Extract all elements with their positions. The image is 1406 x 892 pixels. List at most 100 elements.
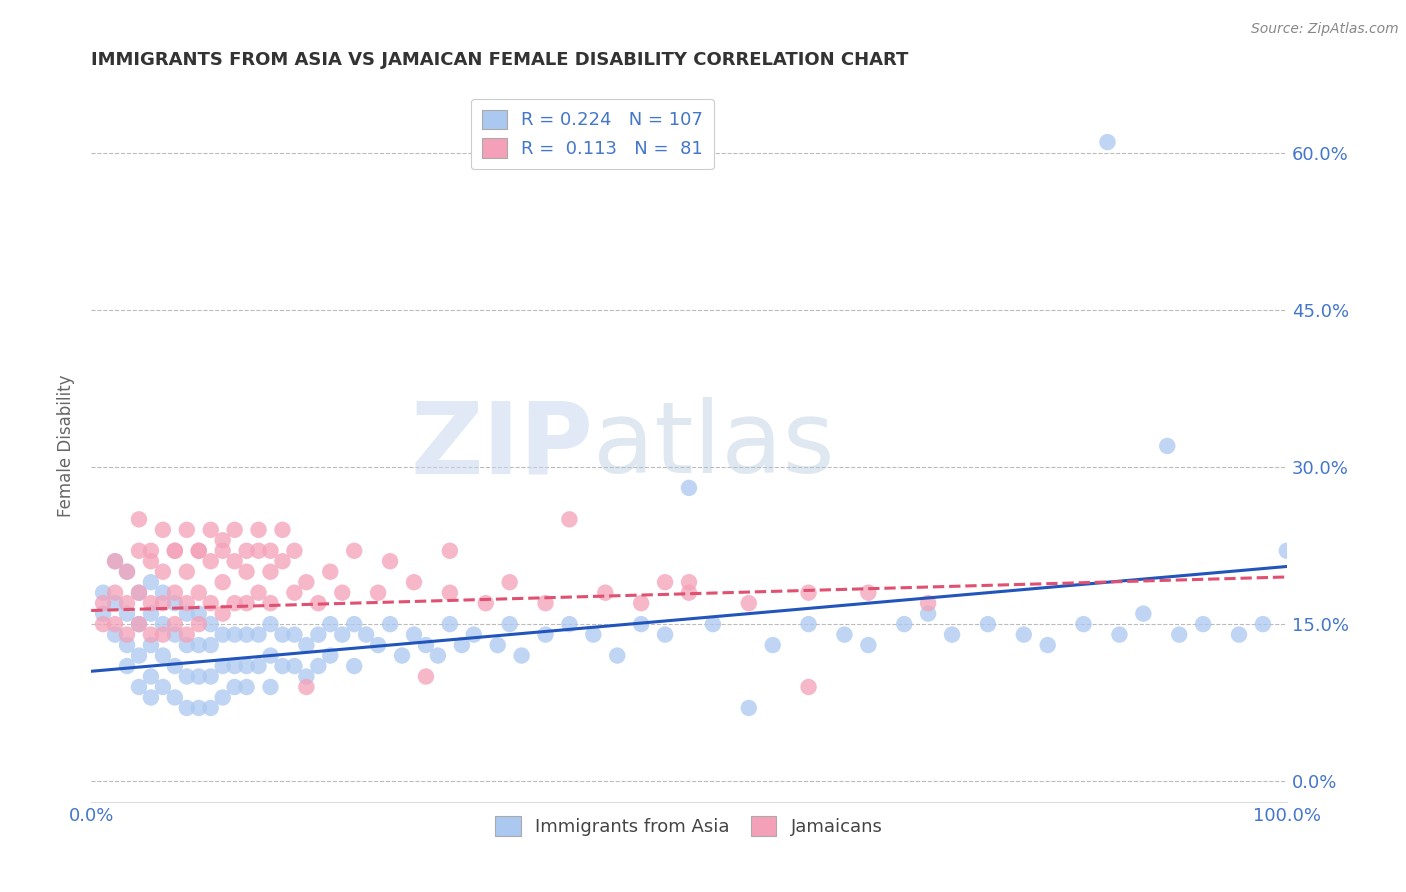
Point (235, 680, 257, 694)
Point (426, 648, 449, 663)
Point (893, 617, 915, 632)
Point (1036, 638, 1059, 652)
Point (762, 638, 785, 652)
Point (187, 585, 209, 599)
Point (858, 585, 880, 599)
Point (128, 680, 150, 694)
Point (283, 585, 305, 599)
Point (678, 575, 700, 590)
Point (115, 607, 138, 621)
Point (295, 669, 318, 683)
Point (510, 648, 533, 663)
Point (211, 607, 233, 621)
Point (534, 596, 557, 610)
Point (247, 659, 270, 673)
Point (402, 627, 425, 641)
Point (176, 523, 198, 537)
Point (654, 627, 676, 641)
Point (678, 585, 700, 599)
Point (295, 638, 318, 652)
Point (271, 659, 294, 673)
Point (152, 523, 174, 537)
Point (558, 512, 581, 526)
Point (343, 543, 366, 558)
Point (91, 617, 114, 632)
Point (259, 680, 281, 694)
Point (139, 596, 162, 610)
Point (224, 554, 246, 568)
Text: atlas: atlas (593, 398, 835, 494)
Point (558, 617, 581, 632)
Point (343, 659, 366, 673)
Point (235, 627, 257, 641)
Point (1192, 617, 1215, 632)
Point (330, 585, 353, 599)
Point (319, 565, 342, 579)
Point (1097, 135, 1119, 149)
Point (247, 523, 270, 537)
Point (247, 627, 270, 641)
Point (152, 585, 174, 599)
Point (307, 627, 329, 641)
Point (200, 596, 222, 610)
Point (235, 543, 257, 558)
Point (152, 627, 174, 641)
Point (139, 607, 162, 621)
Point (139, 690, 162, 705)
Point (486, 638, 509, 652)
Point (378, 617, 401, 632)
Point (917, 607, 939, 621)
Point (152, 680, 174, 694)
Point (224, 627, 246, 641)
Point (271, 523, 294, 537)
Point (678, 481, 700, 495)
Point (104, 627, 127, 641)
Point (439, 543, 461, 558)
Point (630, 617, 652, 632)
Point (200, 523, 222, 537)
Point (439, 617, 461, 632)
Point (139, 669, 162, 683)
Point (415, 669, 437, 683)
Point (582, 627, 605, 641)
Point (187, 638, 209, 652)
Point (224, 680, 246, 694)
Point (1227, 627, 1250, 641)
Point (115, 638, 138, 652)
Point (163, 627, 186, 641)
Point (283, 659, 305, 673)
Point (797, 617, 820, 632)
Point (104, 554, 127, 568)
Point (187, 669, 209, 683)
Point (941, 627, 963, 641)
Point (176, 638, 198, 652)
Point (152, 617, 174, 632)
Point (91, 607, 114, 621)
Point (200, 638, 222, 652)
Point (91, 585, 114, 599)
Point (259, 596, 281, 610)
Point (104, 596, 127, 610)
Point (115, 565, 138, 579)
Point (163, 617, 186, 632)
Point (259, 617, 281, 632)
Point (224, 596, 246, 610)
Point (211, 533, 233, 548)
Point (200, 617, 222, 632)
Point (534, 627, 557, 641)
Point (187, 701, 209, 715)
Point (1275, 543, 1298, 558)
Point (176, 627, 198, 641)
Point (606, 648, 628, 663)
Point (104, 617, 127, 632)
Point (378, 554, 401, 568)
Point (1108, 627, 1130, 641)
Y-axis label: Female Disability: Female Disability (58, 375, 75, 517)
Point (152, 648, 174, 663)
Point (307, 596, 329, 610)
Point (450, 638, 472, 652)
Point (319, 648, 342, 663)
Point (307, 659, 329, 673)
Point (176, 669, 198, 683)
Point (595, 585, 617, 599)
